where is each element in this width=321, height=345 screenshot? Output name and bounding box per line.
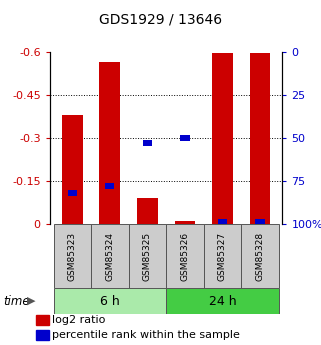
Bar — [250, 53, 270, 224]
Text: GSM85326: GSM85326 — [180, 231, 189, 281]
Text: 6 h: 6 h — [100, 295, 120, 307]
Bar — [36, 330, 49, 340]
Bar — [143, 140, 152, 146]
Text: GSM85328: GSM85328 — [256, 231, 265, 281]
Text: GSM85327: GSM85327 — [218, 231, 227, 281]
Text: ▶: ▶ — [27, 296, 36, 306]
Bar — [62, 115, 82, 224]
Bar — [180, 135, 189, 141]
FancyBboxPatch shape — [166, 288, 279, 314]
Bar — [100, 62, 120, 224]
Text: log2 ratio: log2 ratio — [52, 315, 106, 325]
Bar — [68, 190, 77, 196]
FancyBboxPatch shape — [129, 224, 166, 288]
FancyBboxPatch shape — [166, 224, 204, 288]
FancyBboxPatch shape — [204, 224, 241, 288]
FancyBboxPatch shape — [54, 288, 166, 314]
FancyBboxPatch shape — [91, 224, 129, 288]
Text: GDS1929 / 13646: GDS1929 / 13646 — [99, 12, 222, 26]
Text: GSM85325: GSM85325 — [143, 231, 152, 281]
Text: time: time — [3, 295, 30, 307]
Bar — [137, 198, 158, 224]
Bar — [255, 219, 265, 226]
Text: GSM85324: GSM85324 — [105, 231, 114, 281]
Bar — [212, 53, 233, 224]
Text: GSM85323: GSM85323 — [68, 231, 77, 281]
Bar — [36, 315, 49, 325]
Text: percentile rank within the sample: percentile rank within the sample — [52, 330, 240, 340]
Bar — [218, 219, 227, 226]
FancyBboxPatch shape — [54, 224, 91, 288]
Bar — [175, 221, 195, 224]
FancyBboxPatch shape — [241, 224, 279, 288]
Bar — [105, 183, 115, 189]
Text: 24 h: 24 h — [209, 295, 236, 307]
